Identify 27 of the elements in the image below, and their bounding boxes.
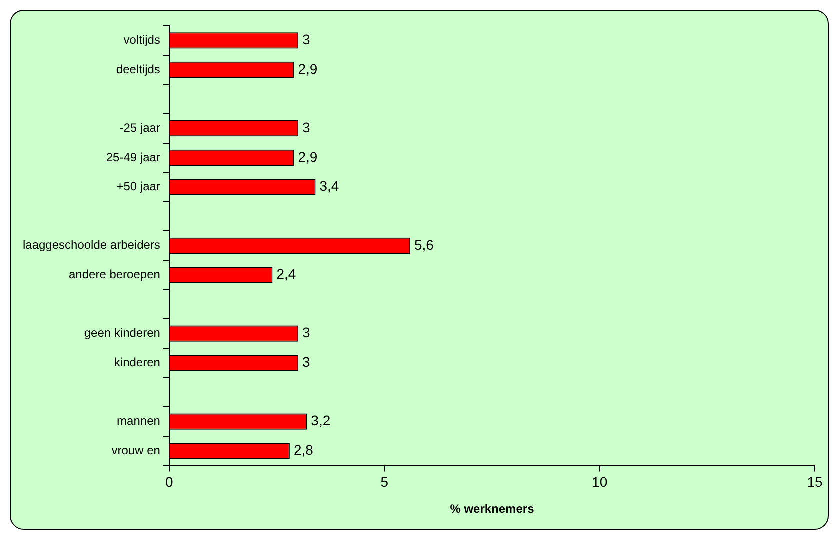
x-axis-title: % werknemers xyxy=(450,502,535,516)
data-label: 5,6 xyxy=(414,236,434,253)
data-label: 3,2 xyxy=(311,412,331,429)
x-tick-label: 15 xyxy=(807,474,823,490)
data-label: 2,4 xyxy=(276,266,296,282)
y-tick-label: mannen xyxy=(117,414,160,428)
y-tick-label: deeltijds xyxy=(116,62,160,76)
x-tick-label: 0 xyxy=(166,474,174,490)
data-label: 3 xyxy=(302,354,311,370)
y-tick-label: 25-49 jaar xyxy=(106,150,160,164)
data-label: 2,8 xyxy=(294,442,314,458)
y-tick-label: kinderen xyxy=(114,355,160,370)
x-tick-label: 10 xyxy=(592,474,608,490)
y-tick-label: voltijds xyxy=(124,32,160,47)
data-label: 2,9 xyxy=(298,60,318,77)
y-tick-label: geen kinderen xyxy=(84,326,160,340)
y-tick-label: vrouw en xyxy=(112,443,160,458)
data-label: 2,9 xyxy=(298,148,318,165)
data-label: 3 xyxy=(302,324,311,341)
y-tick-label: andere beroepen xyxy=(69,268,160,282)
y-tick-label: laaggeschoolde arbeiders xyxy=(22,238,160,252)
y-tick-label: +50 jaar xyxy=(116,180,160,194)
y-tick-label: -25 jaar xyxy=(120,120,160,135)
data-label: 3 xyxy=(302,119,311,136)
data-label: 3,4 xyxy=(320,178,340,194)
data-label: 3 xyxy=(302,32,311,48)
x-tick-label: 5 xyxy=(380,474,389,490)
